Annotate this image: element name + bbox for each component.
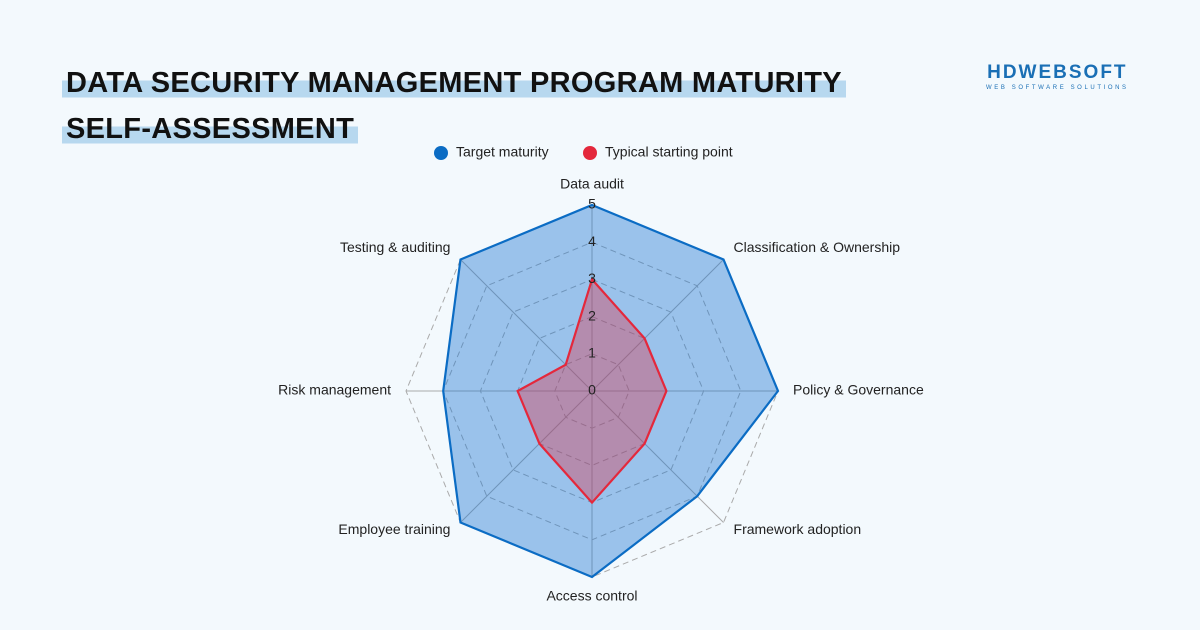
category-label: Employee training	[338, 521, 450, 537]
r-tick-label: 5	[588, 196, 596, 212]
category-label: Framework adoption	[734, 521, 862, 537]
r-tick-label: 2	[588, 307, 596, 323]
chart-title: DATA SECURITY MANAGEMENT PROGRAM MATURIT…	[62, 60, 902, 152]
r-tick-label: 0	[588, 382, 596, 398]
category-label: Policy & Governance	[793, 382, 924, 398]
series-area	[516, 277, 668, 505]
category-label: Risk management	[278, 382, 391, 398]
legend-label: Target maturity	[456, 144, 549, 160]
grid-spoke	[591, 259, 724, 392]
logo-tagline: WEB SOFTWARE SOLUTIONS	[986, 85, 1129, 91]
legend-swatch	[583, 146, 597, 160]
grid-spoke	[460, 259, 593, 392]
category-label: Data audit	[560, 176, 624, 192]
logo: HDWEBSOFT WEB SOFTWARE SOLUTIONS	[986, 62, 1129, 91]
category-label: Testing & auditing	[340, 239, 451, 255]
legend-swatch	[434, 146, 448, 160]
series-area	[442, 203, 780, 579]
r-tick-label: 3	[588, 270, 596, 286]
category-label: Classification & Ownership	[734, 239, 901, 255]
r-tick-label: 1	[588, 345, 596, 361]
grid-spoke	[460, 390, 593, 523]
legend-label: Typical starting point	[605, 144, 733, 160]
logo-name: HDWEBSOFT	[987, 62, 1128, 83]
r-tick-label: 4	[588, 233, 596, 249]
grid-spoke	[591, 390, 724, 523]
category-label: Access control	[546, 588, 637, 604]
